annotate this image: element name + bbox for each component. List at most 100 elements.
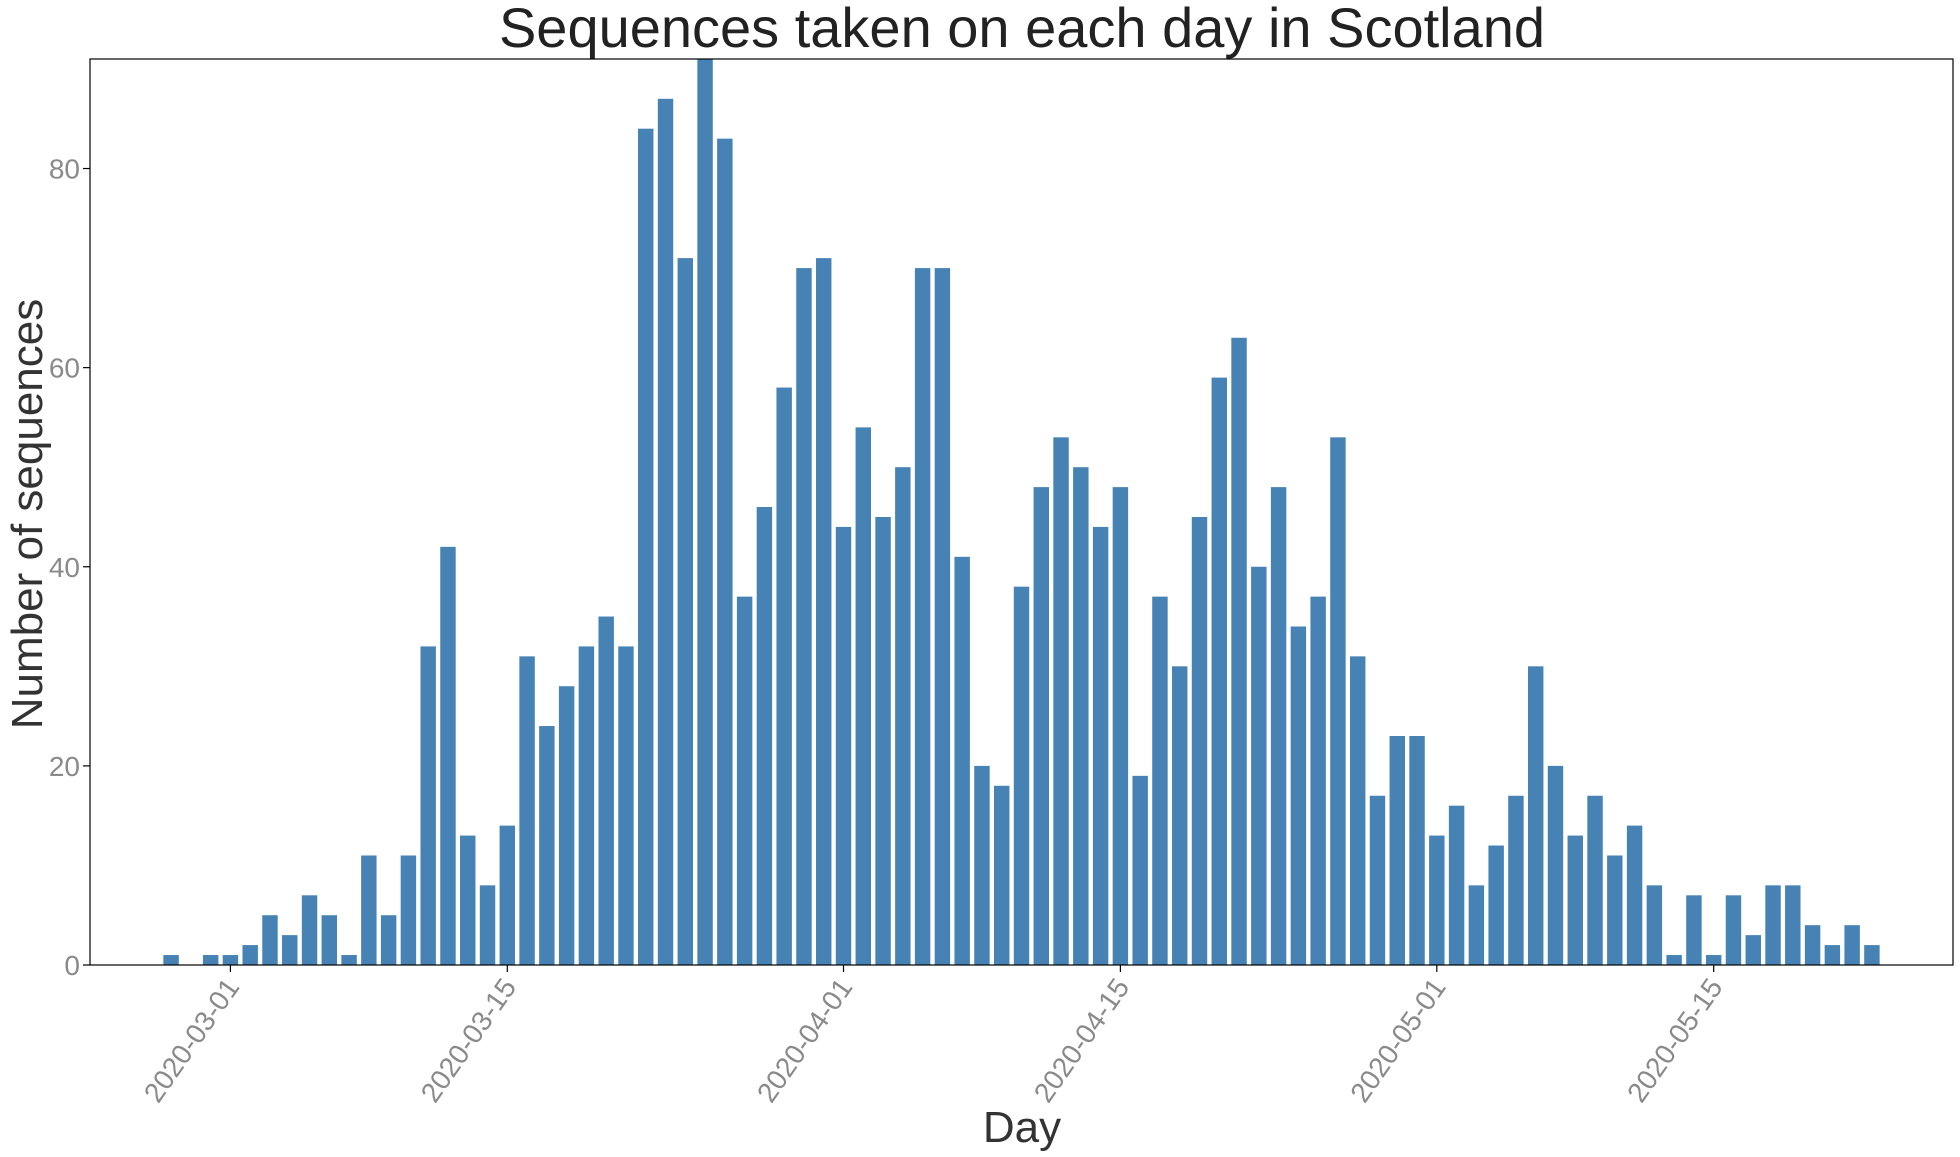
plot-area: 0 20 40 60 80 2020-03-01 2020-03-15 2020-04-01 2… — [49, 58, 1954, 1108]
bar — [242, 945, 258, 965]
bar — [1824, 945, 1841, 965]
bar — [835, 526, 852, 965]
bar — [1013, 586, 1030, 965]
bar — [1053, 437, 1069, 966]
bar — [341, 955, 357, 965]
bar — [1112, 487, 1129, 965]
bar — [934, 268, 951, 966]
bar — [479, 885, 496, 965]
bar — [954, 556, 970, 965]
bar — [677, 258, 694, 965]
bar — [618, 646, 634, 965]
y-tick-label: 0 — [64, 950, 80, 981]
bar — [1310, 596, 1326, 965]
bar — [1132, 775, 1148, 965]
x-tick-label: 2020-04-15 — [1028, 973, 1136, 1108]
bar — [1152, 596, 1168, 965]
bar — [1290, 626, 1307, 965]
bar — [1448, 805, 1465, 965]
chart-title: Sequences taken on each day in Scotland — [499, 0, 1545, 59]
bar — [1547, 765, 1564, 965]
bar — [1725, 895, 1742, 965]
x-tick-label: 2020-03-15 — [415, 973, 523, 1108]
bar — [1251, 566, 1267, 965]
bar — [420, 646, 436, 965]
bar — [499, 825, 516, 965]
bar — [697, 59, 713, 965]
x-tick-label: 2020-03-01 — [138, 973, 246, 1108]
bar — [1686, 895, 1702, 965]
bar — [1765, 885, 1781, 965]
bar — [717, 138, 733, 965]
bar — [558, 686, 575, 965]
bar — [1330, 437, 1346, 966]
y-tick-label: 40 — [49, 552, 80, 583]
bar — [539, 726, 555, 965]
bar — [202, 955, 219, 965]
bar — [974, 765, 990, 965]
bar — [1804, 925, 1821, 965]
bar — [756, 507, 773, 965]
bar — [1033, 487, 1049, 965]
bar — [1646, 885, 1663, 965]
bar — [776, 387, 792, 965]
bar — [1785, 885, 1801, 965]
bar — [895, 467, 911, 965]
bar — [1626, 825, 1643, 965]
bar — [460, 835, 476, 965]
bar — [301, 895, 318, 965]
bar — [1488, 845, 1504, 965]
bar — [1409, 736, 1425, 965]
bar — [1092, 526, 1109, 965]
bar — [1172, 666, 1188, 965]
x-tick-label: 2020-05-15 — [1621, 973, 1729, 1108]
bar — [736, 596, 753, 965]
bar — [914, 268, 931, 966]
bar — [994, 785, 1010, 965]
bar — [1527, 666, 1544, 965]
x-tick-label: 2020-04-01 — [751, 973, 859, 1108]
bar — [796, 268, 812, 966]
bar — [1073, 467, 1089, 965]
bar — [1745, 935, 1761, 965]
bar — [380, 915, 397, 965]
bar — [1270, 487, 1287, 965]
bar — [1369, 795, 1386, 965]
bar — [1666, 955, 1682, 965]
bar — [1607, 855, 1623, 965]
x-axis-label: Day — [983, 1103, 1061, 1152]
bar — [262, 915, 278, 965]
bar — [1191, 516, 1208, 965]
bar — [638, 128, 654, 965]
bar — [875, 516, 891, 965]
bar — [1231, 337, 1247, 965]
bar — [855, 427, 871, 965]
bar — [578, 646, 595, 965]
bar — [598, 616, 614, 965]
bar — [657, 98, 674, 965]
bar — [440, 546, 456, 965]
bar — [1429, 835, 1445, 965]
bar — [1864, 945, 1880, 965]
bar — [400, 855, 417, 965]
bar — [163, 955, 179, 965]
bar — [321, 915, 338, 965]
y-axis-label: Number of sequences — [3, 299, 52, 729]
bar — [222, 955, 239, 965]
bar — [1587, 795, 1603, 965]
bar — [816, 258, 832, 965]
y-tick-label: 80 — [49, 154, 80, 185]
bar — [1468, 885, 1485, 965]
x-tick-label: 2020-05-01 — [1344, 973, 1452, 1108]
bar — [1211, 377, 1227, 966]
y-tick-label: 60 — [49, 353, 80, 384]
plot-frame — [89, 58, 1954, 966]
bar — [282, 935, 298, 965]
bar — [1567, 835, 1583, 965]
bar — [1350, 656, 1366, 965]
bar — [1844, 925, 1860, 965]
bar — [1389, 736, 1405, 965]
bar — [1705, 955, 1722, 965]
